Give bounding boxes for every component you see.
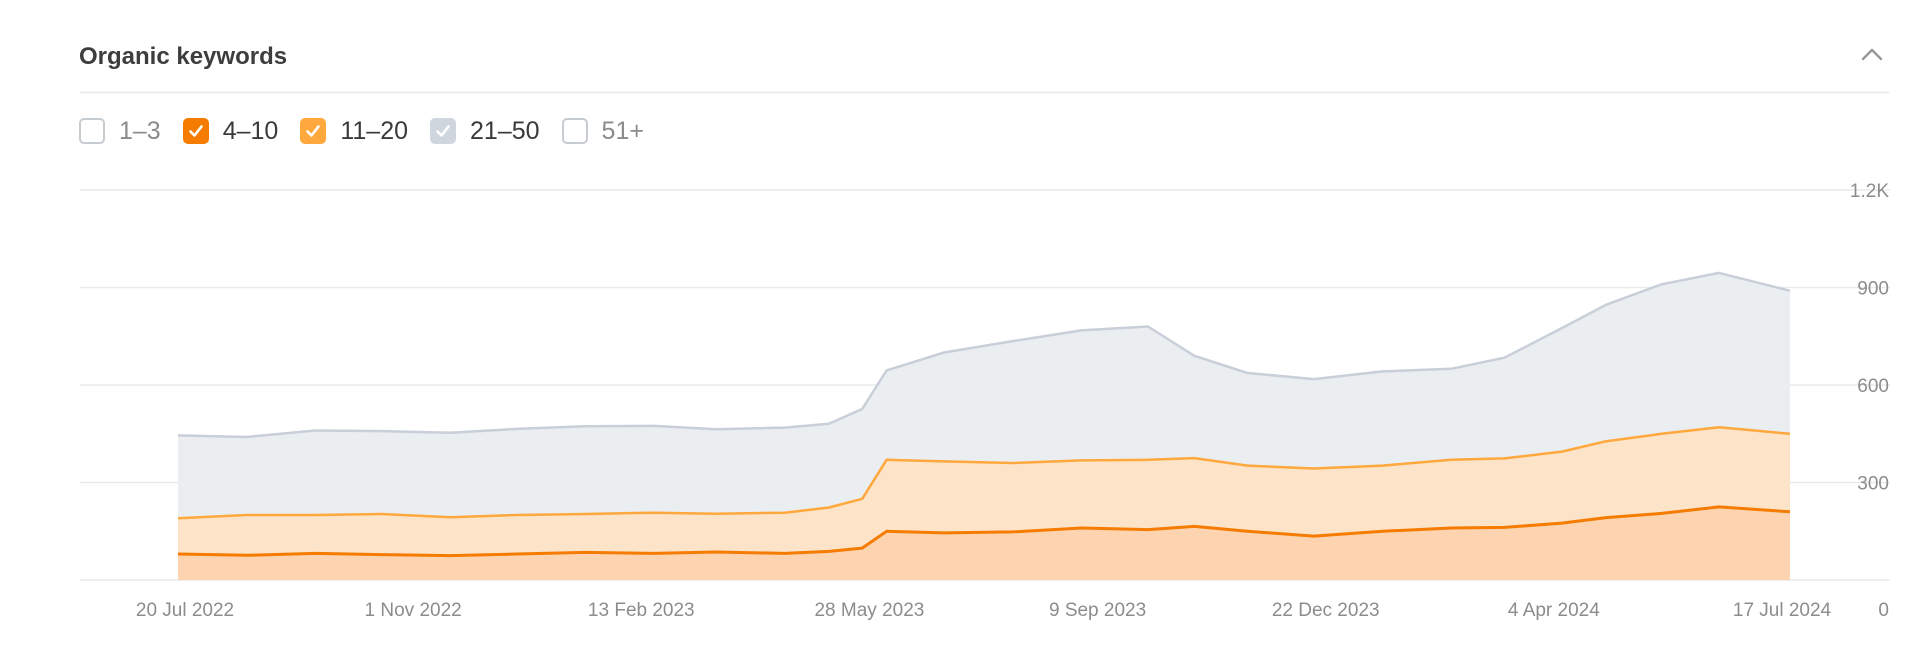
legend-item-4-10[interactable]: 4–10	[182, 116, 279, 146]
legend-item-11-20[interactable]: 11–20	[300, 116, 408, 146]
position-legend: 1–3 4–10 11–20 21–50 51+	[79, 115, 666, 147]
y-tick-label: 1.2K	[1850, 181, 1889, 202]
checkmark-icon	[306, 125, 321, 137]
area-series-4-10	[178, 506, 1790, 580]
x-tick-label: 9 Sep 2023	[1049, 600, 1146, 621]
x-tick-label: 1 Nov 2022	[365, 600, 462, 621]
y-tick-label: 600	[1857, 376, 1889, 397]
legend-label: 21–50	[470, 117, 540, 145]
checkbox[interactable]	[300, 118, 327, 144]
x-tick-label: 22 Dec 2023	[1272, 600, 1380, 621]
legend-label: 1–3	[119, 117, 161, 145]
x-tick-label: 20 Jul 2022	[136, 600, 234, 621]
line-series-21-50	[177, 271, 1791, 439]
line-series-4-10	[177, 505, 1791, 558]
x-tick-label: 4 Apr 2024	[1508, 600, 1600, 621]
chevron-up-icon	[1861, 48, 1883, 61]
y-tick-label: 0	[1878, 600, 1889, 621]
checkbox[interactable]	[182, 118, 209, 144]
legend-label: 4–10	[222, 117, 279, 145]
line-series-11-20	[177, 426, 1791, 520]
axis-ticks: 20 Jul 2022 1 Nov 2022 13 Feb 2023 28 May 2…	[136, 181, 1889, 621]
x-tick-label: 13 Feb 2023	[588, 600, 695, 621]
y-tick-label: 900	[1857, 279, 1889, 300]
legend-item-21-50[interactable]: 21–50	[430, 116, 540, 146]
x-tick-label: 28 May 2023	[814, 600, 924, 621]
collapse-button[interactable]	[1857, 40, 1887, 70]
checkbox[interactable]	[430, 118, 457, 144]
checkbox[interactable]	[79, 118, 105, 144]
legend-item-1-3[interactable]: 1–3	[79, 116, 161, 146]
checkmark-icon	[436, 125, 450, 137]
y-tick-label: 300	[1857, 474, 1889, 495]
checkbox[interactable]	[561, 118, 588, 144]
x-tick-label: 17 Jul 2024	[1733, 600, 1832, 621]
card-title: Organic keywords	[79, 43, 288, 70]
legend-item-51-plus[interactable]: 51+	[561, 116, 644, 146]
legend-label: 11–20	[340, 117, 409, 145]
series-areas	[177, 271, 1791, 580]
legend-label: 51+	[601, 117, 644, 145]
checkmark-icon	[188, 125, 203, 137]
